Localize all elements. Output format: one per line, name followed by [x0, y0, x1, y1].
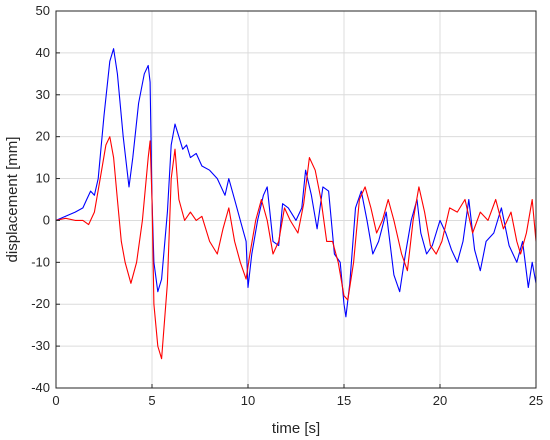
series-line-1: [55, 48, 537, 318]
y-tick-label: 40: [36, 45, 50, 60]
y-tick-label: 10: [36, 171, 50, 186]
x-tick-label: 10: [241, 393, 255, 408]
y-tick-label: 20: [36, 129, 50, 144]
y-tick-label: -40: [31, 380, 50, 395]
x-tick-label: 15: [337, 393, 351, 408]
y-tick-label: -20: [31, 296, 50, 311]
y-tick-label: 30: [36, 87, 50, 102]
y-axis-label: displacement [mm]: [4, 137, 21, 263]
x-tick-label: 20: [433, 393, 447, 408]
y-tick-label: -30: [31, 338, 50, 353]
x-axis-label: time [s]: [272, 420, 320, 437]
grid-lines: [56, 11, 536, 388]
y-tick-label: 0: [43, 212, 50, 227]
y-tick-label: 50: [36, 3, 50, 18]
y-tick-label: -10: [31, 254, 50, 269]
series-layer: [55, 48, 537, 360]
plot-frame: [55, 10, 537, 389]
x-tick-label: 0: [52, 393, 59, 408]
x-tick-label: 5: [148, 393, 155, 408]
x-tick-label: 25: [529, 393, 543, 408]
series-line-2: [55, 136, 537, 360]
axes: 0 5 10 15 20 25 -40 -30 -20 -10 0 10 20 30 40 50: [31, 3, 543, 408]
plot-background: [56, 11, 536, 388]
